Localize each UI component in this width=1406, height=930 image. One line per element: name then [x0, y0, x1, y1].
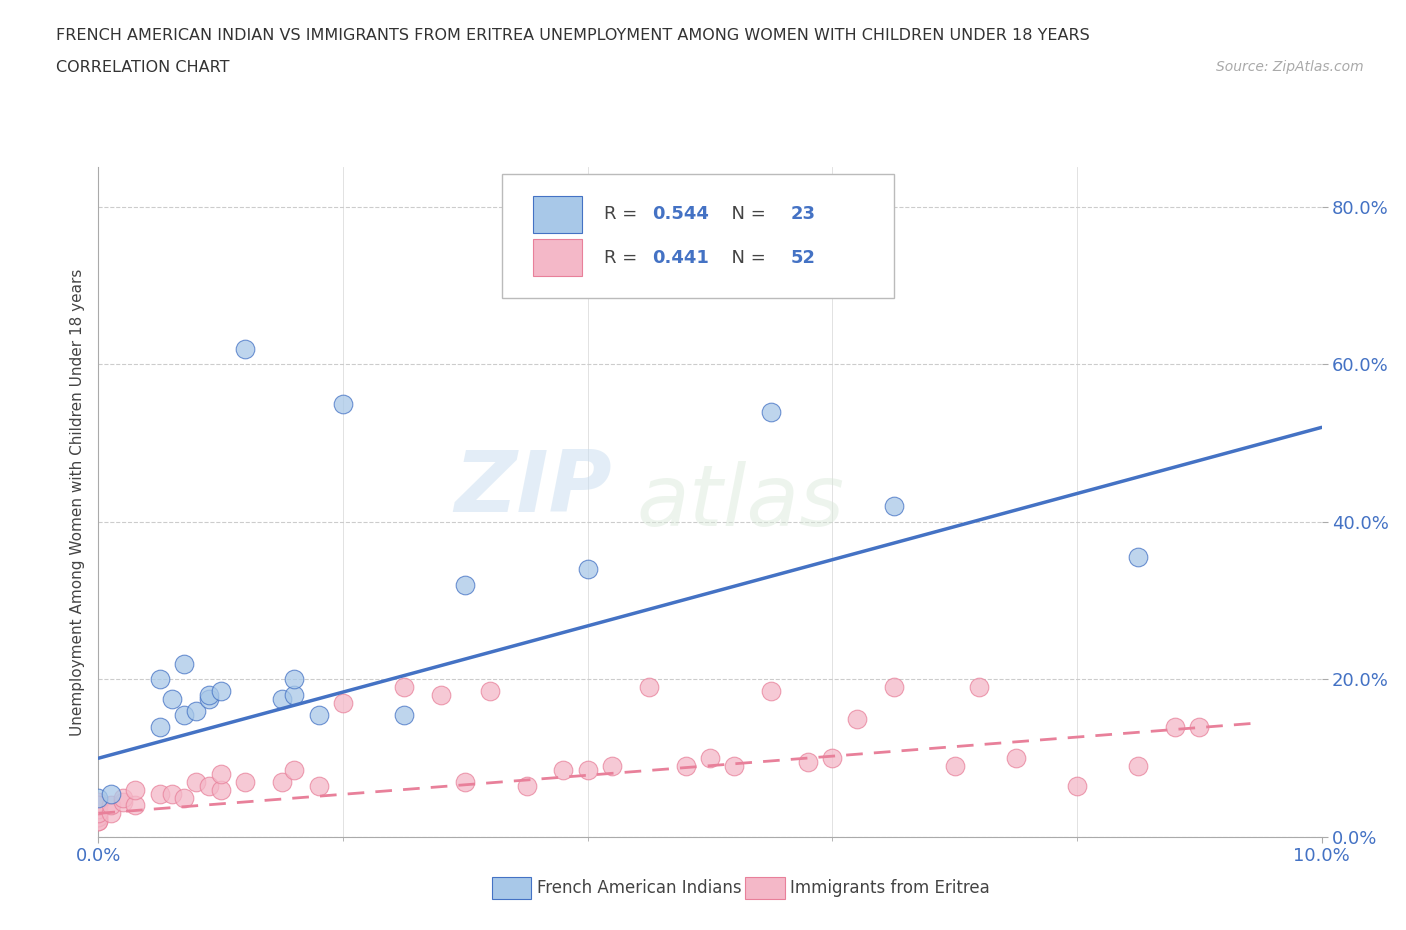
Point [173, 657, 195, 671]
Point [173, 708, 195, 723]
FancyBboxPatch shape [533, 239, 582, 276]
Point [576, 763, 599, 777]
Point [270, 775, 292, 790]
Point [943, 759, 966, 774]
Point [283, 672, 305, 687]
Text: 0.544: 0.544 [652, 206, 710, 223]
Text: 23: 23 [790, 206, 815, 223]
Text: CORRELATION CHART: CORRELATION CHART [56, 60, 229, 75]
Point [478, 684, 501, 698]
Point [124, 782, 146, 797]
Text: atlas: atlas [637, 460, 845, 544]
Point [454, 775, 477, 790]
Point [233, 341, 256, 356]
Point [197, 688, 219, 703]
Point [516, 778, 538, 793]
Point [308, 778, 330, 793]
Point [270, 692, 292, 707]
Text: Immigrants from Eritrea: Immigrants from Eritrea [790, 879, 990, 897]
FancyBboxPatch shape [533, 196, 582, 232]
Point [124, 798, 146, 813]
Point [87, 802, 110, 817]
FancyBboxPatch shape [502, 174, 894, 298]
Point [186, 775, 208, 790]
Point [186, 703, 208, 718]
Point [87, 806, 110, 821]
Point [332, 696, 354, 711]
Point [600, 759, 623, 774]
Point [845, 711, 868, 726]
Point [197, 778, 219, 793]
Point [111, 790, 134, 805]
Text: N =: N = [720, 206, 772, 223]
Point [883, 680, 905, 695]
Point [149, 786, 172, 801]
Point [332, 396, 354, 411]
Point [233, 775, 256, 790]
Point [675, 759, 697, 774]
Point [576, 562, 599, 577]
Point [759, 405, 782, 419]
Point [430, 688, 453, 703]
Point [149, 719, 172, 734]
Point [392, 680, 416, 695]
Point [1128, 550, 1150, 565]
Point [87, 798, 110, 813]
Point [100, 798, 122, 813]
Point [1066, 778, 1088, 793]
Text: FRENCH AMERICAN INDIAN VS IMMIGRANTS FROM ERITREA UNEMPLOYMENT AMONG WOMEN WITH : FRENCH AMERICAN INDIAN VS IMMIGRANTS FRO… [56, 28, 1090, 43]
Text: French American Indians: French American Indians [537, 879, 742, 897]
Text: 52: 52 [790, 249, 815, 267]
Point [209, 782, 232, 797]
Point [392, 708, 416, 723]
Point [699, 751, 721, 765]
Point [209, 766, 232, 781]
Text: 0.441: 0.441 [652, 249, 710, 267]
Point [87, 810, 110, 825]
Point [160, 786, 183, 801]
Point [173, 790, 195, 805]
Point [87, 794, 110, 809]
Text: ZIP: ZIP [454, 447, 612, 530]
Point [637, 680, 661, 695]
Point [100, 786, 122, 801]
Point [883, 498, 905, 513]
Point [111, 794, 134, 809]
Point [553, 763, 575, 777]
Text: R =: R = [603, 249, 643, 267]
Point [283, 688, 305, 703]
Point [1128, 759, 1150, 774]
Point [283, 763, 305, 777]
Point [454, 578, 477, 592]
Y-axis label: Unemployment Among Women with Children Under 18 years: Unemployment Among Women with Children U… [69, 269, 84, 736]
Point [759, 684, 782, 698]
Point [1004, 751, 1026, 765]
Point [149, 672, 172, 687]
Point [821, 751, 844, 765]
Point [160, 692, 183, 707]
Point [1164, 719, 1187, 734]
Point [308, 708, 330, 723]
Point [209, 684, 232, 698]
Point [87, 810, 110, 825]
Point [87, 814, 110, 829]
Text: R =: R = [603, 206, 643, 223]
Point [723, 759, 745, 774]
Text: Source: ZipAtlas.com: Source: ZipAtlas.com [1216, 60, 1364, 74]
Point [797, 755, 820, 770]
Point [967, 680, 990, 695]
Text: N =: N = [720, 249, 772, 267]
Point [197, 692, 219, 707]
Point [87, 814, 110, 829]
Point [100, 806, 122, 821]
Point [87, 790, 110, 805]
Point [87, 806, 110, 821]
Point [1188, 719, 1211, 734]
Point [87, 798, 110, 813]
